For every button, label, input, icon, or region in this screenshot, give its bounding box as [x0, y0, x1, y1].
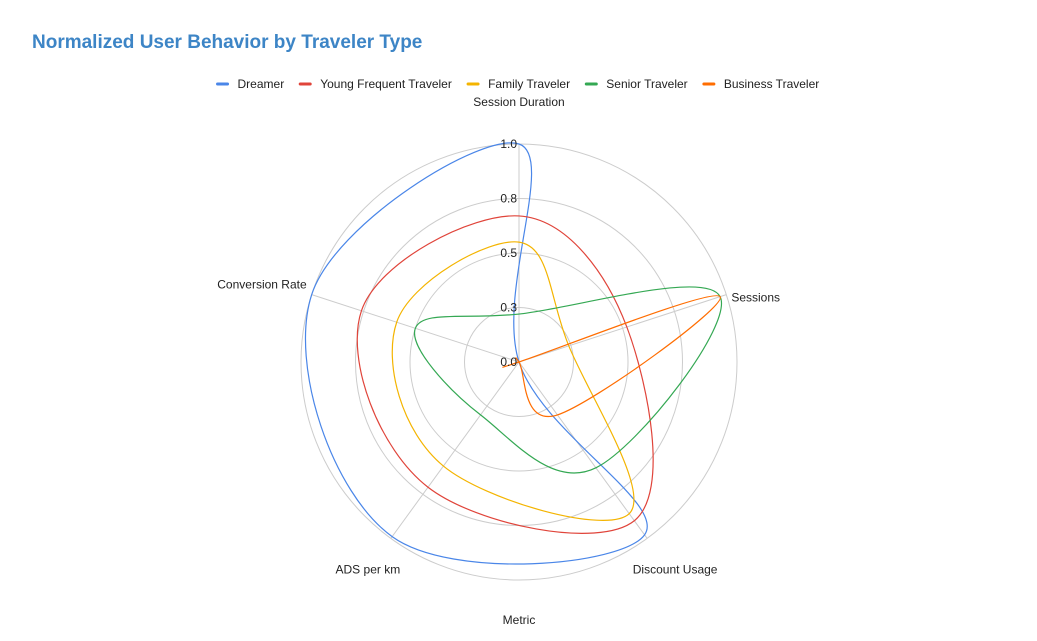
- legend-item-young-frequent-traveler: Young Frequent Traveler: [298, 77, 452, 91]
- series-line-family-traveler: [391, 241, 635, 521]
- legend: Dreamer Young Frequent Traveler Family Tra…: [216, 77, 819, 91]
- label-layer: 0.0 0.3 0.5 0.8 1.0 Session Duration Sessions D…: [217, 95, 780, 627]
- grid-spoke: [390, 361, 520, 539]
- legend-item-senior-traveler: Senior Traveler: [584, 77, 688, 91]
- tick-label: 0.3: [500, 301, 517, 315]
- grid-spoke: [518, 361, 648, 539]
- legend-label: Family Traveler: [488, 77, 570, 91]
- legend-item-business-traveler: Business Traveler: [702, 77, 819, 91]
- series-layer: [304, 142, 723, 565]
- legend-label: Business Traveler: [724, 77, 819, 91]
- axis-label: Discount Usage: [633, 562, 718, 576]
- legend-item-dreamer: Dreamer: [216, 77, 285, 91]
- tick-label: 0.5: [500, 246, 517, 260]
- tick-label: 0.8: [500, 192, 517, 206]
- series-line-senior-traveler: [413, 286, 723, 474]
- legend-label: Young Frequent Traveler: [320, 77, 452, 91]
- series-line-dreamer: [304, 142, 648, 565]
- grid-spoke: [518, 294, 727, 363]
- series-line-business-traveler: [502, 295, 721, 418]
- axis-label: Sessions: [731, 291, 780, 305]
- series-line-young-frequent-traveler: [356, 215, 654, 534]
- tick-label: 0.0: [500, 355, 517, 369]
- legend-label: Senior Traveler: [606, 77, 687, 91]
- legend-item-family-traveler: Family Traveler: [466, 77, 570, 91]
- axis-label: ADS per km: [336, 562, 401, 576]
- legend-label: Dreamer: [238, 77, 285, 91]
- axis-label: Session Duration: [473, 95, 564, 109]
- chart-title: Normalized User Behavior by Traveler Typ…: [32, 32, 423, 53]
- axis-label: Conversion Rate: [217, 278, 307, 292]
- tick-label: 1.0: [500, 137, 517, 151]
- x-axis-title: Metric: [503, 613, 536, 627]
